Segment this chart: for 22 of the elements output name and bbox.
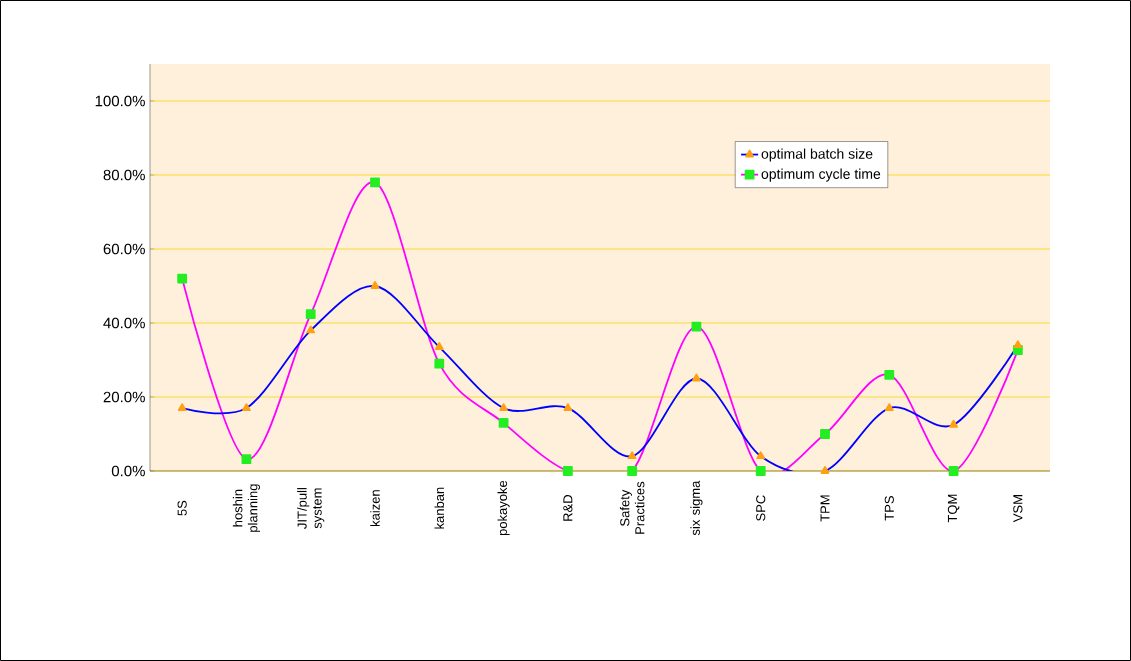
x-tick-label: R&D xyxy=(563,495,573,521)
legend-label: optimal batch size xyxy=(761,148,873,162)
x-tick-label: TPM xyxy=(820,495,830,522)
y-tick-label: 60.0% xyxy=(103,243,145,255)
x-tick-label: kaizen xyxy=(370,490,380,527)
x-tick-label: VSM xyxy=(1013,495,1023,523)
x-tick-label: TQM xyxy=(947,494,960,523)
x-tick-label: TPS xyxy=(884,496,894,521)
x-tick-label: pokayoke xyxy=(497,480,510,536)
x-tick-label: Safety Practices xyxy=(619,481,645,534)
x-tick-label: kanban xyxy=(434,487,445,529)
x-tick-label: JIT/pull system xyxy=(297,488,325,529)
x-tick-label: six sigma xyxy=(690,480,703,536)
x-tick-label: hoshin planning xyxy=(232,484,260,532)
y-tick-label: 40.0% xyxy=(103,317,145,329)
y-tick-label: 20.0% xyxy=(103,391,145,403)
y-tick-label: 100.0% xyxy=(95,95,145,107)
x-tick-label: SPC xyxy=(756,495,766,521)
y-tick-label: 80.0% xyxy=(103,169,145,181)
x-tick-label: 5S xyxy=(177,500,187,516)
y-tick-label: 0.0% xyxy=(111,465,145,477)
legend-label: optimum cycle time xyxy=(761,168,881,182)
